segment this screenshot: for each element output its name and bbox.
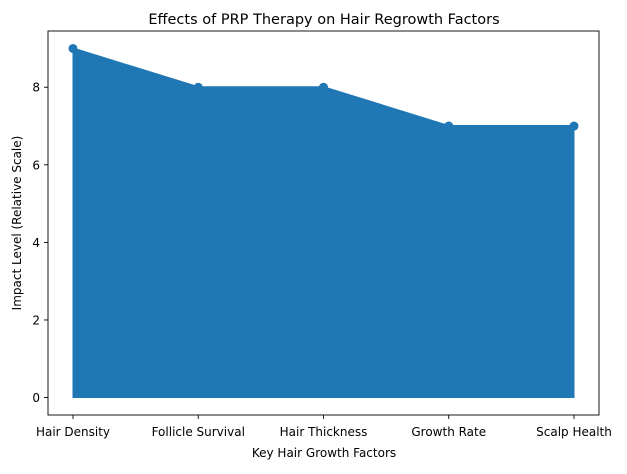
y-axis-label: Impact Level (Relative Scale) [10, 136, 24, 311]
plot-area [68, 43, 579, 399]
y-tick-label: 4 [32, 236, 40, 250]
y-tick-label: 8 [32, 81, 40, 95]
y-tick-label: 2 [32, 313, 40, 327]
data-point [193, 82, 203, 92]
y-tick-label: 0 [32, 391, 40, 405]
x-axis-label: Key Hair Growth Factors [252, 446, 396, 460]
x-tick-label: Scalp Health [536, 425, 612, 439]
x-tick-label: Follicle Survival [152, 425, 245, 439]
y-tick-label: 6 [32, 158, 40, 172]
data-point [444, 121, 454, 131]
x-tick-label: Growth Rate [411, 425, 486, 439]
y-axis: 0 2 4 6 8 [32, 81, 48, 405]
x-tick-label: Hair Thickness [280, 425, 368, 439]
chart-title: Effects of PRP Therapy on Hair Regrowth … [148, 12, 499, 28]
data-point [569, 121, 579, 131]
x-tick-label: Hair Density [36, 425, 110, 439]
x-axis: Hair Density Follicle Survival Hair Thickn… [36, 415, 612, 439]
data-point [68, 43, 78, 53]
data-point [319, 82, 328, 92]
